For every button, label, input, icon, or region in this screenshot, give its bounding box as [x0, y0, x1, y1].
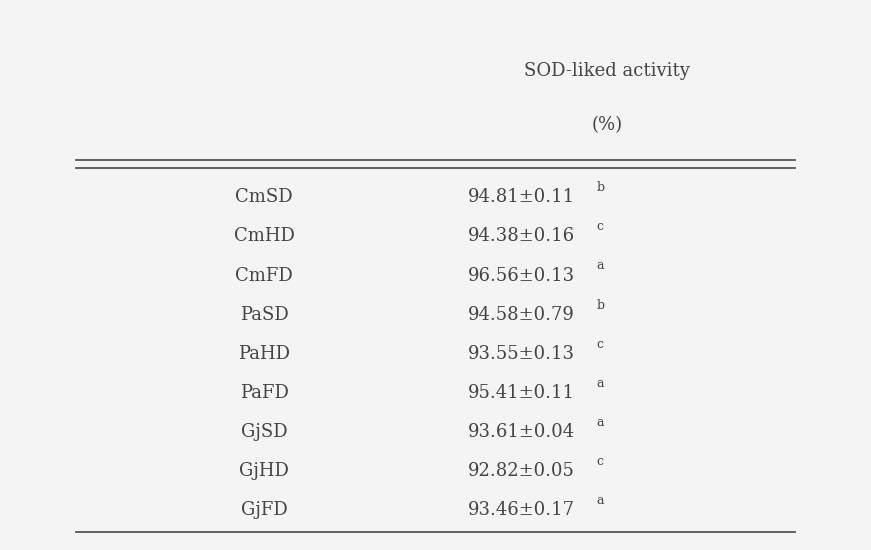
Text: 96.56±0.13: 96.56±0.13 — [468, 267, 575, 284]
Text: a: a — [597, 416, 604, 429]
Text: b: b — [597, 181, 604, 194]
Text: c: c — [597, 455, 604, 468]
Text: a: a — [597, 494, 604, 507]
Text: b: b — [597, 299, 604, 311]
Text: CmHD: CmHD — [233, 227, 294, 245]
Text: 93.55±0.13: 93.55±0.13 — [468, 345, 575, 363]
Text: CmSD: CmSD — [235, 188, 293, 206]
Text: c: c — [597, 220, 604, 233]
Text: GjFD: GjFD — [240, 502, 287, 519]
Text: 95.41±0.11: 95.41±0.11 — [468, 384, 575, 402]
Text: PaHD: PaHD — [238, 345, 290, 363]
Text: (%): (%) — [591, 116, 623, 134]
Text: 94.81±0.11: 94.81±0.11 — [468, 188, 575, 206]
Text: 93.61±0.04: 93.61±0.04 — [468, 423, 575, 441]
Text: a: a — [597, 377, 604, 390]
Text: 94.38±0.16: 94.38±0.16 — [468, 227, 575, 245]
Text: a: a — [597, 260, 604, 272]
Text: GjSD: GjSD — [240, 423, 287, 441]
Text: SOD-liked activity: SOD-liked activity — [524, 62, 690, 80]
Text: c: c — [597, 338, 604, 351]
Text: CmFD: CmFD — [235, 267, 293, 284]
Text: 92.82±0.05: 92.82±0.05 — [468, 462, 575, 480]
Text: 94.58±0.79: 94.58±0.79 — [468, 306, 575, 323]
Text: 93.46±0.17: 93.46±0.17 — [468, 502, 575, 519]
Text: PaFD: PaFD — [240, 384, 288, 402]
Text: GjHD: GjHD — [240, 462, 289, 480]
Text: PaSD: PaSD — [240, 306, 288, 323]
